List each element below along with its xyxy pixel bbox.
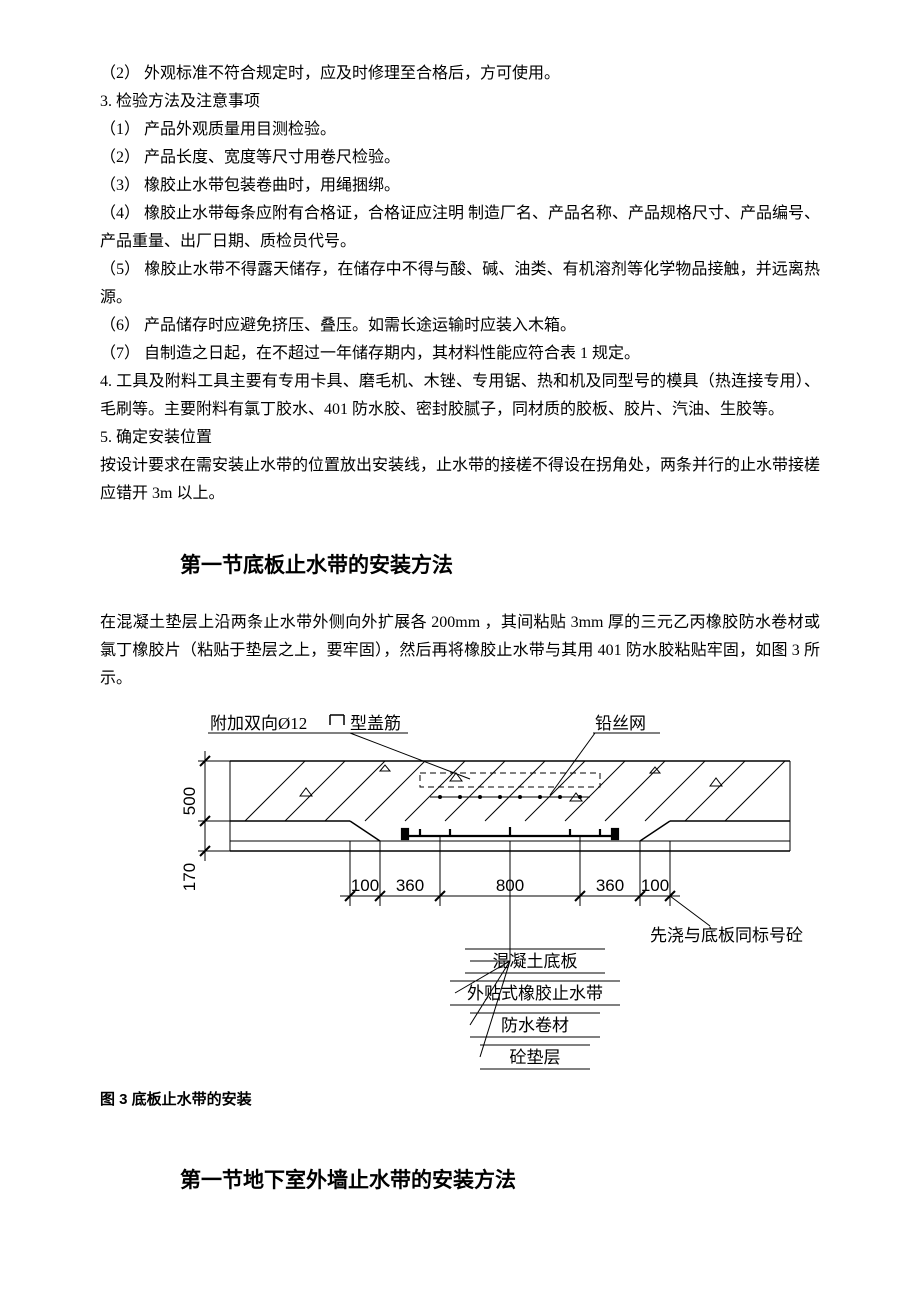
para-item-2: （2） 外观标准不符合规定时，应及时修理至合格后，方可使用。 (100, 60, 820, 88)
dim-360-r: 360 (596, 876, 624, 895)
section-1-para: 在混凝土垫层上沿两条止水带外侧向外扩展各 200mm ，其间粘贴 3mm 厚的三… (100, 609, 820, 693)
dim-500: 500 (180, 787, 199, 815)
para-5-body: 按设计要求在需安装止水带的位置放出安装线，止水带的接槎不得设在拐角处，两条并行的… (100, 452, 820, 508)
figure-3: 附加双向Ø12 型盖筋 铅丝网 500 170 100 360 800 360 … (150, 701, 820, 1081)
label-bedding-box: 砼垫层 (480, 1045, 590, 1069)
svg-text:防水卷材: 防水卷材 (501, 1016, 569, 1035)
para-heading-3: 3. 检验方法及注意事项 (100, 88, 820, 116)
label-rebar-suffix: 型盖筋 (350, 714, 401, 733)
para-3-6: （6） 产品储存时应避免挤压、叠压。如需长途运输时应装入木箱。 (100, 312, 820, 340)
label-rebar: 附加双向Ø12 (210, 714, 307, 733)
para-3-1: （1） 产品外观质量用目测检验。 (100, 116, 820, 144)
dim-100-r: 100 (641, 876, 669, 895)
dim-360-l: 360 (396, 876, 424, 895)
label-mesh: 铅丝网 (595, 714, 646, 733)
label-waterstop-box: 外贴式橡胶止水带 (450, 981, 620, 1005)
section-2-heading: 第一节地下室外墙止水带的安装方法 (180, 1163, 820, 1200)
para-3-7: （7） 自制造之日起，在不超过一年储存期内，其材料性能应符合表 1 规定。 (100, 340, 820, 368)
label-pour: 先浇与底板同标号砼 (650, 926, 803, 945)
para-heading-4: 4. 工具及附料工具主要有专用卡具、磨毛机、木锉、专用锯、热和机及同型号的模具（… (100, 368, 820, 424)
para-3-3: （3） 橡胶止水带包装卷曲时，用绳捆绑。 (100, 172, 820, 200)
svg-text:外贴式橡胶止水带: 外贴式橡胶止水带 (467, 984, 603, 1003)
dim-100-l: 100 (351, 876, 379, 895)
para-3-4: （4） 橡胶止水带每条应附有合格证，合格证应注明 制造厂名、产品名称、产品规格尺… (100, 200, 820, 256)
dim-170: 170 (180, 863, 199, 891)
svg-text:混凝土底板: 混凝土底板 (493, 952, 578, 971)
para-3-5: （5） 橡胶止水带不得露天储存，在储存中不得与酸、碱、油类、有机溶剂等化学物品接… (100, 256, 820, 312)
para-3-2: （2） 产品长度、宽度等尺寸用卷尺检验。 (100, 144, 820, 172)
para-heading-5: 5. 确定安装位置 (100, 424, 820, 452)
figure-3-caption: 图 3 底板止水带的安装 (100, 1087, 820, 1113)
svg-text:砼垫层: 砼垫层 (510, 1048, 561, 1067)
section-1-heading: 第一节底板止水带的安装方法 (180, 548, 820, 585)
